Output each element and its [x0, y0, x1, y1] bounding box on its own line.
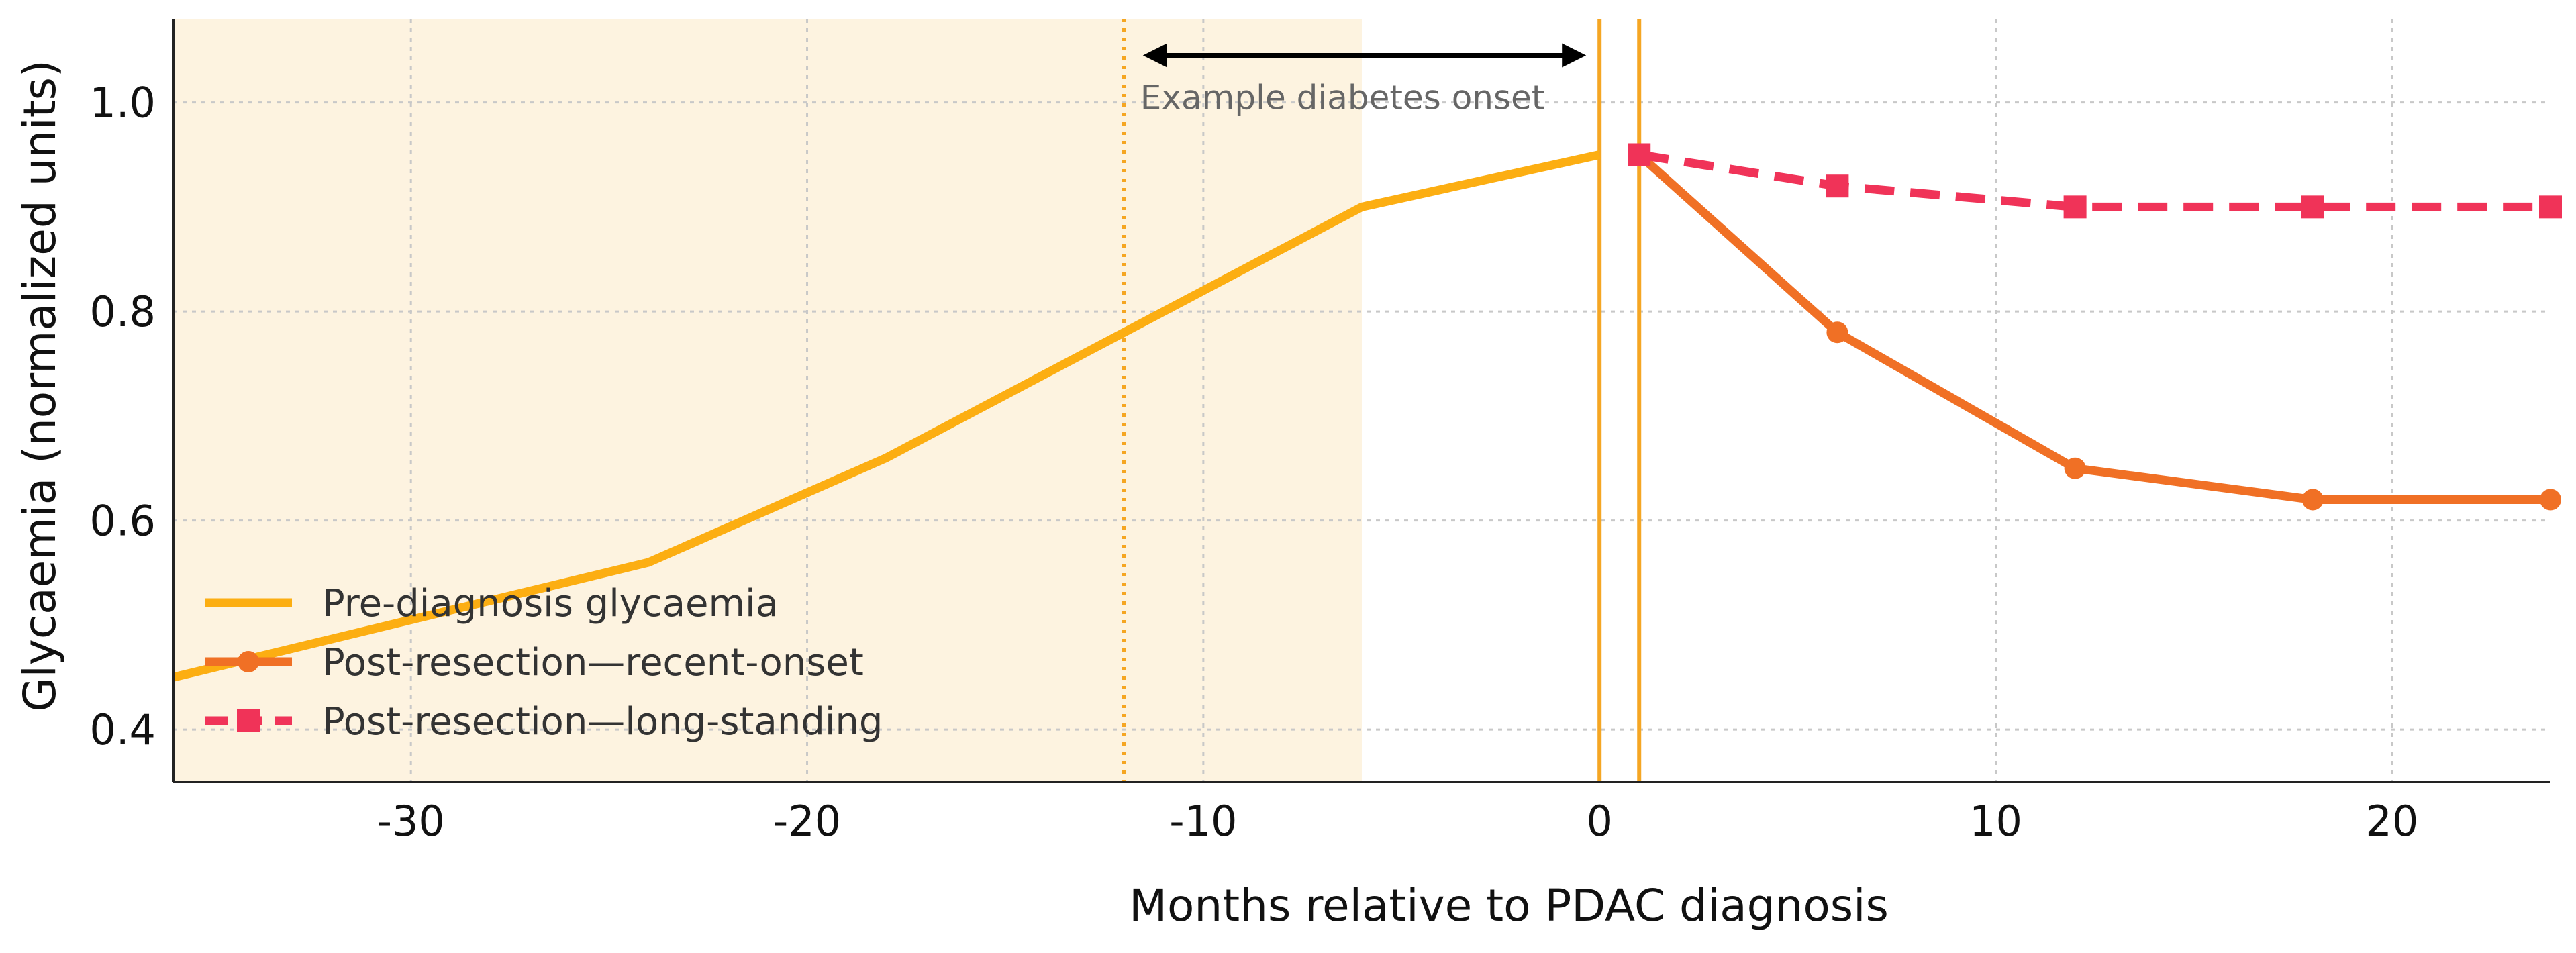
x-tick-label: -30 — [377, 797, 445, 846]
y-tick-label: 0.4 — [89, 705, 156, 754]
series-line — [172, 150, 1601, 682]
annotation-label: Example diabetes onset — [1140, 79, 1545, 117]
x-tick-label: 10 — [1969, 797, 2022, 846]
data-point — [1826, 174, 1849, 198]
data-point — [2301, 489, 2324, 511]
legend-marker — [237, 709, 260, 732]
data-point — [2063, 195, 2087, 219]
shaded-region — [173, 19, 1362, 782]
legend-label: Post-resection—long-standing — [322, 700, 883, 744]
annotation-arrowhead-left — [1142, 43, 1167, 68]
data-point — [2539, 195, 2562, 219]
x-tick-label: 0 — [1586, 797, 1612, 846]
x-tick-label: -10 — [1169, 797, 1237, 846]
y-axis-title: Glycaemia (normalized units) — [14, 60, 66, 711]
y-tick-label: 0.6 — [89, 497, 156, 546]
data-point — [2064, 457, 2086, 479]
legend-label: Pre-diagnosis glycaemia — [322, 582, 779, 625]
annotation-arrowhead-right — [1562, 43, 1587, 68]
x-tick-label: -20 — [773, 797, 841, 846]
y-tick-label: 1.0 — [89, 79, 156, 128]
series-line — [1638, 150, 2550, 211]
x-axis-title: Months relative to PDAC diagnosis — [1129, 880, 1889, 932]
data-point — [1628, 143, 1651, 166]
x-tick-label: 20 — [2365, 797, 2418, 846]
legend-marker — [238, 651, 259, 672]
data-point — [2301, 195, 2324, 219]
y-tick-label: 0.8 — [89, 287, 156, 336]
data-point — [1826, 321, 1848, 344]
data-point — [2540, 489, 2561, 511]
legend-label: Post-resection—recent-onset — [322, 641, 864, 685]
